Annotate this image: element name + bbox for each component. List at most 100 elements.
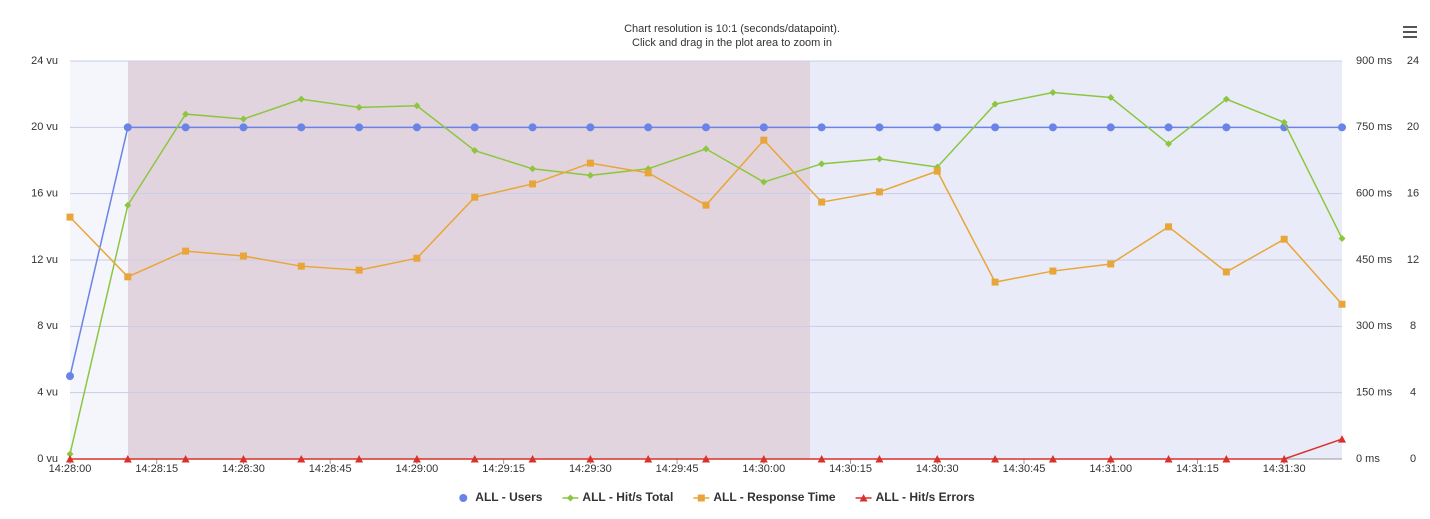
marker xyxy=(297,455,306,463)
legend-label: ALL - Response Time xyxy=(713,490,836,504)
marker xyxy=(239,455,248,463)
marker xyxy=(1338,123,1346,132)
marker xyxy=(1280,235,1288,243)
marker xyxy=(239,252,247,260)
marker xyxy=(760,178,768,186)
marker xyxy=(933,455,942,463)
marker xyxy=(355,455,364,463)
marker xyxy=(66,455,74,463)
marker xyxy=(644,123,653,132)
marker xyxy=(1165,223,1173,231)
legend-item[interactable]: ALL - Response Time xyxy=(693,490,836,504)
marker xyxy=(123,455,132,463)
x-tick-label: 14:29:30 xyxy=(569,463,612,475)
marker xyxy=(702,455,710,463)
marker xyxy=(1222,268,1230,276)
menu-bar xyxy=(1403,36,1417,38)
legend: ALL - Users ALL - Hit/s Total ALL - Respon… xyxy=(459,490,975,504)
marker xyxy=(1338,435,1346,443)
marker xyxy=(181,123,190,132)
marker xyxy=(1049,89,1057,97)
y3-tick-label: 16 xyxy=(1407,188,1419,200)
x-tick-label: 14:30:30 xyxy=(916,463,959,475)
legend-label: ALL - Users xyxy=(475,490,542,504)
marker xyxy=(1280,118,1288,126)
x-tick-label: 14:30:00 xyxy=(742,463,785,475)
marker xyxy=(1107,93,1115,101)
legend-item[interactable]: ALL - Users xyxy=(459,490,543,504)
marker xyxy=(933,167,941,175)
x-tick-label: 14:29:00 xyxy=(395,463,438,475)
marker xyxy=(875,155,883,163)
marker xyxy=(124,201,132,209)
marker xyxy=(66,372,74,381)
marker xyxy=(1222,95,1230,103)
marker xyxy=(528,123,537,132)
marker xyxy=(1106,455,1115,463)
marker xyxy=(297,95,305,103)
marker xyxy=(413,102,421,110)
y-tick-label: 12 vu xyxy=(31,254,58,266)
y3-tick-label: 0 xyxy=(1410,453,1416,465)
marker xyxy=(355,123,364,132)
y-tick-label: 24 vu xyxy=(31,55,58,67)
y2-tick-label: 0 ms xyxy=(1356,453,1380,465)
y3-tick-label: 12 xyxy=(1407,254,1419,266)
legend-label: ALL - Hit/s Total xyxy=(582,490,673,504)
marker xyxy=(239,123,248,132)
y3-tick-label: 8 xyxy=(1410,320,1416,332)
marker xyxy=(1280,455,1289,463)
marker xyxy=(355,103,363,111)
marker xyxy=(470,455,479,463)
marker xyxy=(1165,140,1173,148)
y2-tick-label: 900 ms xyxy=(1356,55,1393,67)
marker xyxy=(124,273,132,281)
y2-tick-label: 150 ms xyxy=(1356,387,1393,399)
marker xyxy=(702,145,710,153)
marker xyxy=(1106,123,1115,132)
y-tick-label: 8 vu xyxy=(37,320,58,332)
marker xyxy=(586,455,595,463)
marker xyxy=(875,455,884,463)
marker xyxy=(759,455,768,463)
marker xyxy=(471,147,479,155)
marker xyxy=(586,171,594,179)
marker xyxy=(239,115,247,123)
marker xyxy=(66,450,74,458)
x-tick-label: 14:29:15 xyxy=(482,463,525,475)
marker xyxy=(566,494,574,502)
marker xyxy=(471,193,479,201)
marker xyxy=(933,123,942,132)
y3-tick-label: 4 xyxy=(1410,387,1416,399)
y-tick-label: 4 vu xyxy=(37,387,58,399)
marker xyxy=(644,169,652,177)
y-tick-label: 20 vu xyxy=(31,121,58,133)
x-tick-label: 14:31:00 xyxy=(1089,463,1132,475)
menu-bar xyxy=(1403,26,1417,28)
y2-tick-label: 750 ms xyxy=(1356,121,1393,133)
y-tick-label: 0 vu xyxy=(37,453,58,465)
marker xyxy=(182,247,190,255)
x-tick-label: 14:29:45 xyxy=(656,463,699,475)
marker xyxy=(413,254,421,262)
marker xyxy=(1222,455,1231,463)
marker xyxy=(702,201,710,209)
marker xyxy=(1048,123,1057,132)
legend-item[interactable]: ALL - Hit/s Errors xyxy=(855,490,975,504)
x-tick-label: 14:28:45 xyxy=(309,463,352,475)
legend-item[interactable]: ALL - Hit/s Total xyxy=(562,490,673,504)
marker xyxy=(644,455,653,463)
menu-button[interactable] xyxy=(1400,24,1420,40)
marker xyxy=(123,123,132,132)
y2-tick-label: 300 ms xyxy=(1356,320,1393,332)
marker xyxy=(529,180,537,188)
x-tick-label: 14:30:45 xyxy=(1003,463,1046,475)
chart-title: Chart resolution is 10:1 (seconds/datapo… xyxy=(624,23,840,35)
menu-bar xyxy=(1403,31,1417,33)
chart-subtitle: Click and drag in the plot area to zoom … xyxy=(632,37,832,49)
marker xyxy=(586,159,594,167)
marker xyxy=(759,123,768,132)
marker xyxy=(875,123,884,132)
x-tick-label: 14:30:15 xyxy=(829,463,872,475)
